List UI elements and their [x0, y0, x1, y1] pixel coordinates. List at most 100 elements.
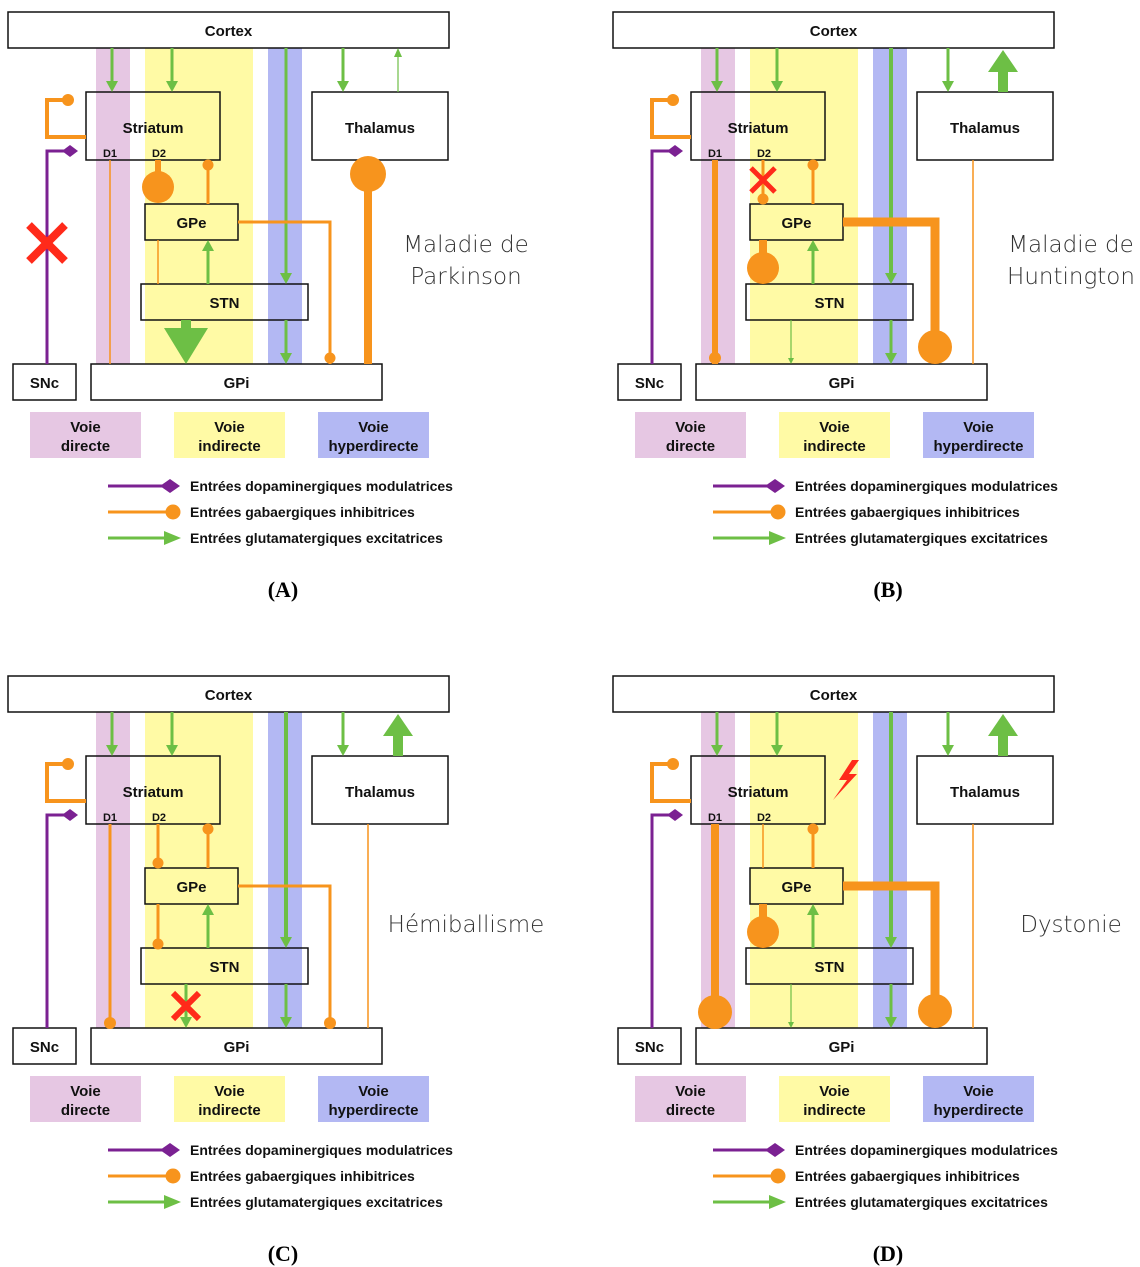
condition-label-line1: Maladie de	[1008, 232, 1134, 258]
striatum-self-loop-end	[667, 94, 679, 106]
condition-label: Dystonie	[1020, 912, 1122, 938]
thalamus-to-cortex-arrow-head	[383, 714, 413, 736]
legend-glutamate-arrowhead	[769, 531, 786, 545]
legend-dopamine-diamond	[160, 479, 180, 493]
pathway-key-hyperdirecte-name: hyperdirecte	[933, 438, 1023, 455]
cortex-label: Cortex	[205, 687, 253, 704]
panel-caption: (B)	[873, 577, 902, 602]
panel-c: Cortex Striatum Thalamus GPe STN GPi SNc D1 D2 Vo…	[8, 676, 544, 1266]
striatum-label: Striatum	[728, 784, 789, 801]
strip-indirecte	[750, 712, 858, 1028]
thalamus-label: Thalamus	[345, 120, 415, 137]
pathway-key-indirecte-word: Voie	[214, 419, 245, 436]
legend-dopamine-text: Entrées dopaminergiques modulatrices	[190, 478, 453, 494]
snc-to-striatum-diamond	[62, 809, 78, 821]
legend-gaba-text: Entrées gabaergiques inhibitrices	[190, 504, 415, 520]
pathway-key-hyperdirecte-word: Voie	[358, 419, 389, 436]
strip-directe	[96, 712, 130, 1028]
gpe-label: GPe	[176, 879, 206, 896]
legend-glutamate-arrowhead	[164, 531, 181, 545]
pathway-key-indirecte-word: Voie	[819, 1083, 850, 1100]
legend-gaba-dot	[166, 1169, 181, 1184]
thalamus-label: Thalamus	[950, 120, 1020, 137]
legend-glutamate-text: Entrées glutamatergiques excitatrices	[190, 1194, 443, 1210]
gpe-to-gpi-end	[918, 330, 952, 364]
snc-to-striatum-line	[652, 815, 675, 1028]
gpe-to-striatum-end	[808, 824, 819, 835]
striatum-self-loop-end	[62, 758, 74, 770]
stn-label: STN	[210, 959, 240, 976]
pathway-key-indirecte-name: indirecte	[803, 1102, 866, 1119]
legend-dopamine-text: Entrées dopaminergiques modulatrices	[795, 1142, 1058, 1158]
cortex-to-thalamus-arrow-head	[337, 745, 349, 756]
gpe-to-stn-end	[747, 916, 779, 948]
pathway-key-directe-word: Voie	[675, 1083, 706, 1100]
gpe-to-gpi-end	[918, 994, 952, 1028]
striatum-d2-to-gpe-end	[153, 858, 164, 869]
panel-caption: (D)	[873, 1241, 904, 1266]
pathway-key-indirecte-name: indirecte	[198, 1102, 261, 1119]
d2-label: D2	[757, 812, 771, 824]
strip-directe	[96, 48, 130, 364]
gpi-label: GPi	[829, 1039, 855, 1056]
d2-label: D2	[152, 148, 166, 160]
gpe-to-striatum-end	[808, 160, 819, 171]
d1-label: D1	[103, 812, 117, 824]
d1-label: D1	[708, 812, 722, 824]
d1-label: D1	[103, 148, 117, 160]
pathway-key-indirecte-name: indirecte	[198, 438, 261, 455]
legend-glutamate-text: Entrées glutamatergiques excitatrices	[190, 530, 443, 546]
pathway-key-hyperdirecte-word: Voie	[358, 1083, 389, 1100]
gpi-label: GPi	[829, 375, 855, 392]
d1-label: D1	[708, 148, 722, 160]
legend-dopamine-diamond	[765, 1143, 785, 1157]
thalamus-label: Thalamus	[345, 784, 415, 801]
pathway-key-directe-name: directe	[61, 438, 110, 455]
striatum-label: Striatum	[123, 120, 184, 137]
cortex-to-thalamus-arrow-head	[942, 745, 954, 756]
cortex-label: Cortex	[810, 687, 858, 704]
pathway-key-indirecte-word: Voie	[819, 419, 850, 436]
panel-caption: (C)	[268, 1241, 299, 1266]
thalamus-label: Thalamus	[950, 784, 1020, 801]
pathway-key-directe-word: Voie	[675, 419, 706, 436]
legend-gaba-dot	[771, 505, 786, 520]
snc-label: SNc	[635, 1039, 664, 1056]
condition-label-line2: Huntington	[1007, 264, 1135, 290]
d2-label: D2	[757, 148, 771, 160]
gpe-to-gpi-end	[325, 353, 336, 364]
gpi-to-thalamus-end	[350, 156, 386, 192]
strip-indirecte	[750, 48, 858, 364]
legend-gaba-text: Entrées gabaergiques inhibitrices	[190, 1168, 415, 1184]
strip-indirecte	[145, 48, 253, 364]
striatum-d2-to-gpe-end	[142, 171, 174, 203]
cortex-label: Cortex	[205, 23, 253, 40]
snc-to-striatum-line	[47, 815, 70, 1028]
thalamus-to-cortex-arrow-head	[988, 714, 1018, 736]
legend-dopamine-diamond	[765, 479, 785, 493]
legend-dopamine-text: Entrées dopaminergiques modulatrices	[190, 1142, 453, 1158]
pathway-key-hyperdirecte-word: Voie	[963, 1083, 994, 1100]
cortex-label: Cortex	[810, 23, 858, 40]
gpe-label: GPe	[781, 215, 811, 232]
legend-glutamate-text: Entrées glutamatergiques excitatrices	[795, 1194, 1048, 1210]
stn-label: STN	[815, 295, 845, 312]
snc-to-striatum-line	[652, 151, 675, 364]
legend-dopamine-diamond	[160, 1143, 180, 1157]
strip-indirecte	[145, 712, 253, 1028]
legend-gaba-text: Entrées gabaergiques inhibitrices	[795, 504, 1020, 520]
striatum-d2-to-gpe-end	[758, 194, 769, 205]
gpe-to-striatum-end	[203, 824, 214, 835]
pathway-key-indirecte-word: Voie	[214, 1083, 245, 1100]
pathway-key-directe-name: directe	[666, 438, 715, 455]
pathway-key-hyperdirecte-name: hyperdirecte	[933, 1102, 1023, 1119]
gpe-to-stn-end	[747, 252, 779, 284]
pathway-key-indirecte-name: indirecte	[803, 438, 866, 455]
thalamus-to-cortex-arrow-head	[988, 50, 1018, 72]
stn-label: STN	[210, 295, 240, 312]
striatum-self-loop-end	[62, 94, 74, 106]
thalamus-to-cortex-arrow-head	[394, 48, 402, 57]
snc-to-striatum-diamond	[62, 145, 78, 157]
snc-label: SNc	[30, 375, 59, 392]
gpe-label: GPe	[176, 215, 206, 232]
